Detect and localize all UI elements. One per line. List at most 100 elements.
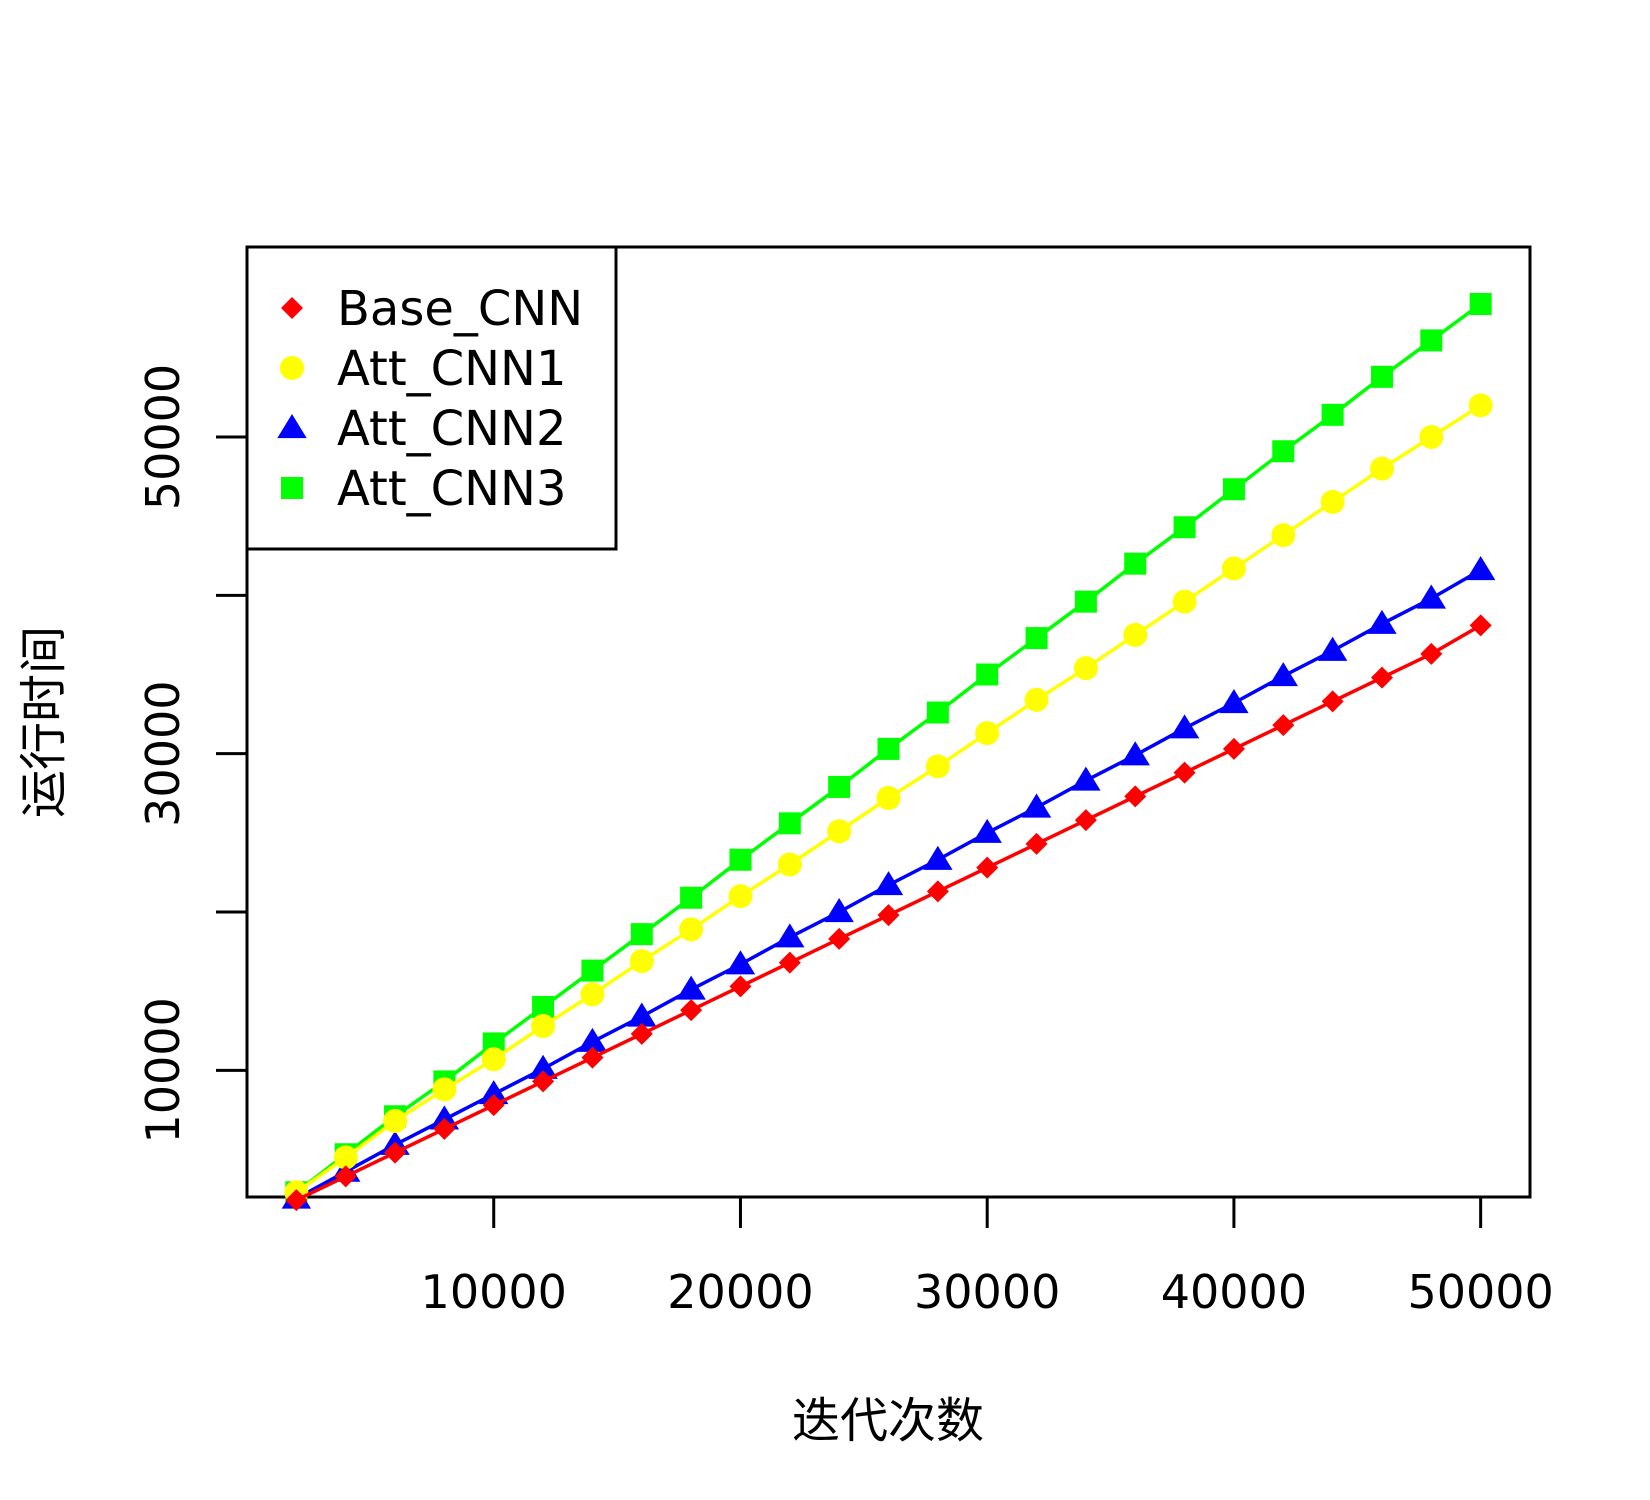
x-tick-label: 10000 [421,1265,567,1319]
data-point-att-cnn1 [1123,622,1148,647]
data-point-att-cnn1 [333,1145,358,1170]
data-point-att-cnn3 [1124,552,1147,575]
data-point-att-cnn2 [824,898,854,923]
data-point-att-cnn3 [1272,440,1295,463]
data-point-base-cnn [532,1070,555,1093]
data-point-att-cnn1 [580,982,605,1007]
y-axis: 10000 30000 50000 [136,364,249,1144]
data-point-base-cnn [1469,614,1492,637]
data-point-att-cnn1 [531,1014,556,1038]
data-point-base-cnn [1173,761,1196,784]
data-point-base-cnn [926,880,949,903]
x-tick-label: 40000 [1161,1265,1307,1319]
series-base-cnn [285,614,1492,1212]
data-point-base-cnn [1272,714,1295,737]
data-point-base-cnn [433,1117,456,1140]
data-point-att-cnn2 [627,1002,657,1027]
data-point-att-cnn2 [1071,766,1101,791]
data-point-att-cnn1 [1024,687,1049,712]
data-point-att-cnn3 [778,812,801,835]
legend-marker-base-cnn [281,297,303,319]
data-point-att-cnn3 [532,996,555,1018]
series-layer [281,293,1496,1212]
data-point-att-cnn1 [432,1077,457,1102]
legend-marker-att-cnn3 [281,477,303,499]
data-point-att-cnn3 [1222,478,1245,501]
data-point-att-cnn3 [1321,403,1344,426]
data-point-att-cnn3 [1173,516,1196,539]
data-point-base-cnn [976,856,999,879]
legend-label-att-cnn1: Att_CNN1 [337,341,567,397]
data-point-att-cnn3 [976,663,999,686]
x-axis: 10000 20000 30000 40000 50000 [421,1195,1554,1319]
data-point-att-cnn1 [777,852,802,877]
data-point-att-cnn3 [581,959,604,982]
data-point-att-cnn2 [972,818,1002,843]
data-point-att-cnn3 [729,848,752,871]
data-point-base-cnn [1321,690,1344,713]
legend-box [245,245,618,551]
data-point-att-cnn1 [827,819,852,844]
data-point-att-cnn2 [676,975,706,1000]
data-point-base-cnn [778,951,801,974]
data-point-att-cnn3 [828,775,851,798]
data-point-att-cnn1 [679,917,704,942]
data-point-att-cnn2 [1367,609,1397,634]
data-point-att-cnn1 [383,1109,408,1133]
data-point-base-cnn [334,1165,357,1188]
data-point-att-cnn2 [577,1027,608,1052]
data-point-base-cnn [828,927,851,950]
data-point-att-cnn2 [1021,793,1052,818]
data-point-att-cnn2 [1465,556,1496,581]
y-tick-label: 30000 [136,680,190,826]
data-point-att-cnn2 [725,950,756,975]
legend-label-att-cnn2: Att_CNN2 [337,401,567,457]
data-point-att-cnn2 [775,923,805,948]
data-point-base-cnn [680,999,703,1022]
data-point-att-cnn3 [1074,590,1097,613]
data-point-att-cnn1 [1369,456,1394,481]
data-point-att-cnn3 [1420,329,1443,352]
data-point-att-cnn1 [876,786,901,810]
y-axis-title: 运行时间 [16,626,72,818]
data-point-att-cnn1 [1073,656,1098,681]
data-point-att-cnn2 [479,1080,509,1105]
data-point-base-cnn [1074,809,1097,832]
data-point-base-cnn [1370,666,1393,689]
data-point-att-cnn1 [1271,523,1296,548]
data-point-att-cnn1 [1419,425,1444,449]
series-att-cnn3 [285,293,1492,1204]
data-point-base-cnn [630,1022,653,1045]
data-point-att-cnn2 [1317,636,1348,661]
data-point-base-cnn [1222,737,1245,760]
data-point-att-cnn2 [1169,714,1200,739]
series-att-cnn2 [281,556,1496,1209]
data-point-att-cnn2 [1268,662,1298,687]
data-point-att-cnn3 [630,923,653,946]
data-point-att-cnn1 [629,949,654,974]
x-tick-label: 30000 [914,1265,1060,1319]
data-point-att-cnn3 [680,886,703,909]
data-point-att-cnn2 [1416,584,1447,609]
data-point-att-cnn1 [925,754,950,779]
data-point-att-cnn1 [1172,589,1197,614]
data-point-att-cnn1 [975,721,1000,746]
legend-marker-att-cnn2 [277,414,307,439]
data-point-base-cnn [285,1189,308,1212]
data-point-base-cnn [877,904,900,927]
data-point-att-cnn2 [873,871,904,896]
data-point-base-cnn [729,975,752,998]
legend-label-att-cnn3: Att_CNN3 [337,461,567,517]
data-point-att-cnn2 [528,1054,558,1079]
y-tick-label: 10000 [136,997,190,1143]
legend-marker-att-cnn1 [280,356,304,380]
x-tick-label: 50000 [1407,1265,1553,1319]
data-point-att-cnn2 [1120,741,1150,766]
data-point-att-cnn1 [728,884,753,909]
data-point-att-cnn1 [481,1047,506,1072]
series-att-cnn1 [284,393,1493,1205]
data-point-att-cnn3 [1025,627,1048,650]
data-point-att-cnn1 [1468,393,1493,418]
